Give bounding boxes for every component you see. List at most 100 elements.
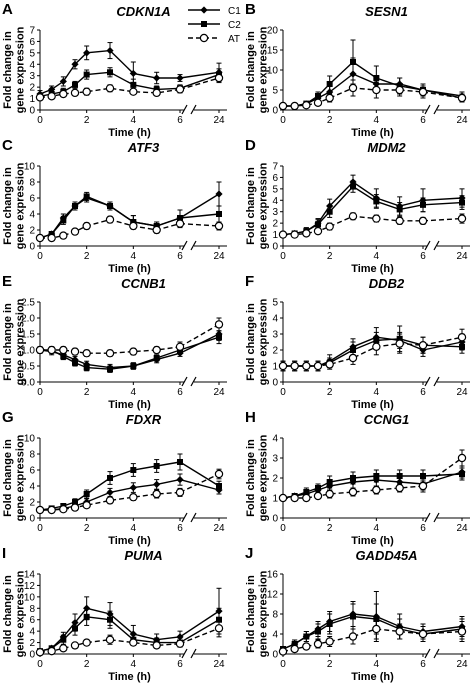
data-point bbox=[302, 493, 311, 503]
series-line-break-segment bbox=[179, 627, 220, 645]
data-point bbox=[35, 505, 45, 515]
series-c2 bbox=[280, 180, 465, 238]
y-tick-label: 7 bbox=[272, 162, 278, 173]
data-point bbox=[290, 101, 299, 111]
axis-break-mark bbox=[181, 648, 188, 659]
data-point bbox=[82, 638, 91, 647]
y-axis-title-line: Fold change in bbox=[245, 575, 257, 653]
y-tick-label: 1.5 bbox=[21, 330, 35, 341]
x-tick-label: 4 bbox=[131, 251, 137, 262]
x-axis-title: Time (h) bbox=[108, 263, 151, 275]
series-line bbox=[283, 342, 424, 367]
panel-letter: C bbox=[2, 137, 13, 154]
data-point bbox=[325, 360, 334, 369]
panel-letter: G bbox=[2, 409, 14, 426]
y-tick-label: 10 bbox=[24, 162, 36, 173]
data-point bbox=[175, 639, 185, 648]
axis-break-mark bbox=[181, 376, 188, 387]
y-tick-label: 3 bbox=[272, 454, 278, 465]
y-tick-label: 5 bbox=[272, 86, 278, 97]
legend-marker bbox=[201, 21, 207, 27]
x-tick-label: 6 bbox=[420, 659, 426, 670]
data-point bbox=[60, 636, 67, 643]
series-at bbox=[35, 215, 224, 243]
x-tick-label: 6 bbox=[420, 387, 426, 398]
y-tick-label: 1.0 bbox=[21, 346, 35, 357]
data-point bbox=[105, 84, 115, 93]
data-point bbox=[302, 361, 311, 371]
data-point bbox=[106, 46, 114, 55]
data-point bbox=[59, 89, 68, 99]
data-point bbox=[418, 87, 428, 97]
x-tick-label: 6 bbox=[177, 387, 183, 398]
x-tick-label: 24 bbox=[456, 115, 468, 126]
data-point bbox=[418, 481, 428, 491]
data-point bbox=[72, 625, 78, 632]
data-point bbox=[83, 49, 91, 57]
y-tick-label: 3 bbox=[29, 71, 35, 82]
series-at bbox=[278, 79, 467, 111]
data-point bbox=[326, 479, 333, 485]
gene-title: MDM2 bbox=[367, 140, 406, 155]
y-tick-label: 10 bbox=[24, 592, 36, 603]
y-tick-label: 7 bbox=[29, 26, 35, 37]
gene-title: CDKN1A bbox=[116, 4, 170, 19]
data-point bbox=[373, 75, 380, 81]
data-point bbox=[83, 71, 90, 78]
data-point bbox=[325, 222, 334, 231]
series-line-break-segment bbox=[422, 625, 463, 633]
data-point bbox=[326, 208, 333, 215]
axis-break-mark bbox=[424, 240, 431, 251]
data-point bbox=[130, 363, 137, 369]
data-point bbox=[59, 644, 68, 653]
panel-letter: I bbox=[2, 545, 6, 562]
data-point bbox=[129, 69, 137, 78]
x-axis-title: Time (h) bbox=[351, 263, 394, 275]
data-point bbox=[82, 501, 91, 510]
series-line-break-segment bbox=[422, 344, 463, 348]
data-point bbox=[105, 635, 115, 644]
data-point bbox=[105, 496, 115, 505]
data-point bbox=[315, 628, 321, 635]
data-point bbox=[153, 463, 160, 469]
data-point bbox=[214, 73, 224, 83]
y-tick-label: 0 bbox=[272, 106, 278, 117]
x-tick-label: 0 bbox=[37, 387, 43, 398]
data-point bbox=[70, 227, 80, 236]
data-point bbox=[129, 638, 138, 647]
y-tick-label: 16 bbox=[267, 570, 279, 581]
y-axis-title-line: Fold change in bbox=[2, 31, 14, 109]
y-tick-label: 5 bbox=[272, 184, 278, 195]
series-line bbox=[283, 87, 424, 107]
data-point bbox=[175, 85, 185, 94]
axis-break-mark bbox=[433, 104, 440, 115]
data-point bbox=[348, 353, 358, 363]
panel-letter: D bbox=[245, 137, 256, 154]
data-point bbox=[350, 59, 356, 65]
data-point bbox=[214, 221, 224, 231]
x-tick-label: 4 bbox=[131, 115, 137, 126]
y-tick-label: 2.5 bbox=[21, 298, 35, 309]
y-axis-title: Fold change ingene expression bbox=[245, 298, 270, 385]
y-tick-label: 0 bbox=[29, 106, 35, 117]
y-tick-label: 6 bbox=[29, 194, 35, 205]
data-point bbox=[83, 491, 90, 497]
x-tick-label: 4 bbox=[131, 523, 137, 534]
x-tick-label: 6 bbox=[177, 659, 183, 670]
gene-title: GADD45A bbox=[355, 548, 417, 563]
y-axis-title: Fold change ingene expression bbox=[245, 26, 270, 113]
data-point bbox=[459, 199, 465, 206]
data-point bbox=[326, 621, 333, 627]
series-at bbox=[278, 449, 467, 503]
data-point bbox=[290, 644, 299, 654]
data-point bbox=[325, 637, 334, 646]
series-line bbox=[283, 215, 423, 236]
x-tick-label: 24 bbox=[213, 251, 225, 262]
series-at bbox=[278, 618, 467, 656]
x-tick-label: 24 bbox=[456, 523, 468, 534]
data-point bbox=[457, 214, 467, 223]
data-point bbox=[107, 475, 113, 481]
y-tick-label: 2 bbox=[272, 474, 278, 485]
y-tick-label: 4 bbox=[272, 630, 278, 641]
y-axis-title-line: gene expression bbox=[15, 298, 27, 385]
